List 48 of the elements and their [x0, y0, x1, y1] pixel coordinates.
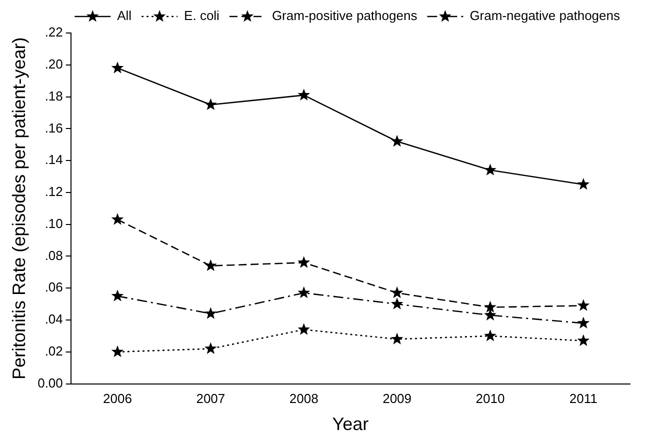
y-tick-label: .18	[44, 88, 63, 104]
point	[204, 98, 217, 110]
x-tick-label: 2007	[196, 391, 226, 406]
point	[577, 178, 590, 190]
point	[111, 62, 124, 74]
y-tick-label: .14	[44, 152, 63, 168]
point	[298, 88, 310, 100]
legend-label: All	[117, 8, 132, 24]
point	[298, 256, 310, 268]
y-tick-label: .22	[44, 24, 63, 40]
x-tick-label: 2010	[476, 391, 505, 406]
point	[577, 299, 590, 311]
legend-label: E. coli	[184, 8, 220, 24]
point	[204, 342, 217, 354]
y-tick-label: .04	[44, 312, 63, 327]
point	[484, 308, 496, 320]
y-tick-label: .20	[44, 56, 63, 72]
point	[204, 259, 217, 272]
point	[111, 345, 124, 358]
x-tick-label: 2006	[103, 391, 132, 406]
legend-label: Gram-negative pathogens	[470, 8, 620, 24]
y-axis-title: Peritonitis Rate (episodes per patient-year)	[8, 37, 29, 380]
y-tick-label: .10	[44, 216, 63, 231]
x-tick-label: 2009	[382, 391, 412, 406]
y-tick-label: 0.00	[38, 375, 63, 390]
point	[111, 290, 124, 302]
point	[390, 286, 404, 298]
point	[577, 334, 590, 346]
point	[484, 329, 496, 342]
x-tick-label: 2008	[289, 391, 318, 406]
y-tick-label: .08	[44, 248, 63, 263]
point	[484, 164, 496, 176]
point	[577, 316, 590, 328]
point	[298, 286, 310, 298]
x-axis-title: Year	[332, 414, 369, 434]
y-tick-label: .02	[44, 343, 63, 358]
point	[484, 300, 496, 313]
point	[204, 307, 217, 319]
point	[111, 213, 124, 225]
point	[390, 134, 404, 147]
point	[390, 298, 404, 310]
point	[298, 323, 310, 335]
y-tick-label: .12	[44, 184, 63, 200]
y-tick-label: .16	[44, 120, 63, 136]
point	[390, 332, 404, 344]
legend-label: Gram-positive pathogens	[272, 8, 418, 24]
x-tick-label: 2011	[569, 391, 598, 406]
y-tick-label: .06	[44, 280, 63, 295]
